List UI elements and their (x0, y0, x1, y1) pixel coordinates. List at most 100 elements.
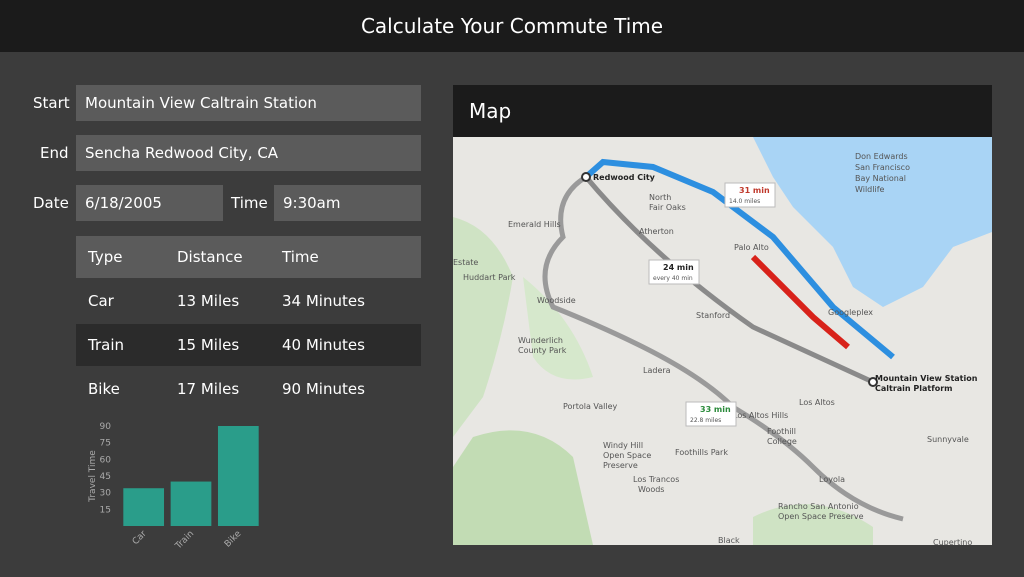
map-label: Loyola (819, 475, 845, 484)
map-title: Map (469, 99, 512, 123)
start-input[interactable]: Mountain View Caltrain Station (76, 85, 421, 121)
map-label: Los Altos (799, 398, 835, 407)
traffic (750, 254, 850, 350)
map-label: Los Altos Hills (733, 411, 788, 420)
map-label: Woodside (537, 296, 576, 305)
park (753, 504, 873, 545)
table-cell: Car (88, 292, 114, 310)
y-tick-label: 75 (100, 439, 111, 449)
bar (217, 426, 259, 526)
map-label: Cupertino (933, 538, 972, 545)
map-label: Googleplex (828, 308, 873, 317)
route-detail: 22.8 miles (690, 417, 721, 424)
column-header: Type (88, 248, 123, 266)
bike-route (542, 174, 904, 522)
map-label: Sunnyvale (927, 435, 969, 444)
end-input[interactable]: Sencha Redwood City, CA (76, 135, 421, 171)
map-label: Preserve (603, 461, 638, 470)
bar (123, 488, 165, 526)
date-input[interactable]: 6/18/2005 (76, 185, 223, 221)
map-label: Windy Hill (603, 441, 643, 450)
bar-chart: 15 30 45 60 75 90 Travel Time Car Train Bike (88, 422, 259, 552)
column-header: Distance (177, 248, 243, 266)
map-label: Mountain View Station (875, 374, 978, 383)
map-label: Caltrain Platform (875, 384, 953, 393)
car-route (584, 158, 895, 360)
date-label: Date (33, 194, 69, 212)
map-label: Ladera (643, 366, 671, 375)
time-input[interactable]: 9:30am (274, 185, 421, 221)
map-label: North (649, 193, 671, 202)
page-title: Calculate Your Commute Time (0, 0, 1024, 52)
bar (170, 481, 212, 526)
table-row: Car 13 Miles 34 Minutes (76, 280, 421, 322)
map-label: Don Edwards (855, 152, 908, 161)
y-tick-label: 45 (100, 472, 111, 482)
map-label: Estate (453, 258, 478, 267)
table-cell: Train (88, 336, 124, 354)
start-pin (581, 172, 591, 182)
map-label: College (767, 437, 797, 446)
route-time: 24 min (663, 263, 694, 272)
y-tick-label: 15 (100, 505, 111, 515)
route-detail: 14.0 miles (729, 198, 760, 205)
route-box (648, 259, 700, 285)
map-label: Foothill (767, 427, 796, 436)
x-tick-label: Bike (223, 529, 244, 550)
map-label: Wildlife (855, 185, 885, 194)
table-row: Train 15 Miles 40 Minutes (76, 324, 421, 366)
map-label: Los Trancos (633, 475, 679, 484)
start-label: Start (33, 94, 70, 112)
map-label: San Francisco (855, 163, 910, 172)
route-time: 33 min (700, 405, 731, 414)
y-tick-label: 30 (100, 489, 112, 499)
map-label: Woods (638, 485, 664, 494)
table-cell: 17 Miles (177, 380, 240, 398)
route-box (685, 401, 737, 427)
map-label: Open Space Preserve (778, 512, 864, 521)
end-pin (868, 377, 878, 387)
route-box (724, 182, 776, 208)
table-cell: Bike (88, 380, 120, 398)
park (453, 217, 513, 437)
map-label: Fair Oaks (649, 203, 686, 212)
y-axis-title: Travel Time (88, 450, 98, 503)
route-time: 31 min (739, 186, 770, 195)
y-tick-label: 90 (100, 422, 112, 432)
table-cell: 34 Minutes (282, 292, 365, 310)
map-label: Atherton (639, 227, 674, 236)
x-tick-label: Car (131, 529, 149, 547)
map-label: Emerald Hills (508, 220, 561, 229)
table-cell: 40 Minutes (282, 336, 365, 354)
map-label: Palo Alto (734, 243, 769, 252)
map-label: Redwood City (593, 173, 656, 182)
map-label: County Park (518, 346, 567, 355)
map-label: Bay National (855, 174, 906, 183)
table-header: Type Distance Time (76, 236, 421, 278)
column-header: Time (282, 248, 319, 266)
map-label: Black (718, 536, 740, 545)
map-label: Huddart Park (463, 273, 516, 282)
map-label: Foothills Park (675, 448, 728, 457)
table-cell: 13 Miles (177, 292, 240, 310)
table-cell: 15 Miles (177, 336, 240, 354)
route-detail: every 40 min (653, 275, 693, 282)
map-label: Portola Valley (563, 402, 618, 411)
y-tick-label: 60 (100, 455, 112, 465)
table-row: Bike 17 Miles 90 Minutes (76, 368, 421, 410)
park (523, 277, 593, 380)
map-label: Wunderlich (518, 336, 563, 345)
water (753, 137, 992, 307)
table-cell: 90 Minutes (282, 380, 365, 398)
park (453, 430, 593, 545)
train-route (584, 175, 875, 385)
map-label: Open Space (603, 451, 651, 460)
map-label: Stanford (696, 311, 730, 320)
map-header: Map (453, 85, 992, 137)
map-label: Rancho San Antonio (778, 502, 859, 511)
end-label: End (40, 144, 69, 162)
time-label: Time (231, 194, 268, 212)
x-tick-label: Train (173, 529, 196, 552)
